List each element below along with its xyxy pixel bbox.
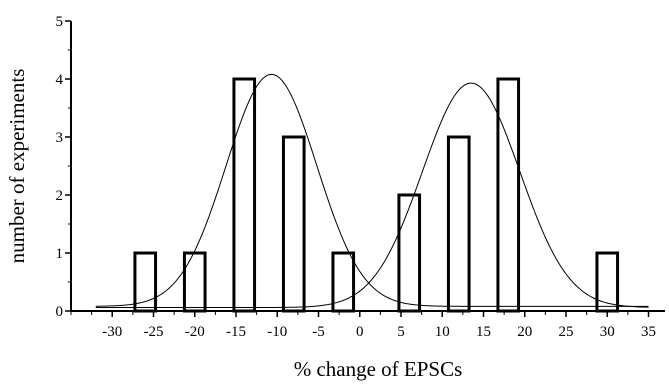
x-tick-label: -25 [144,324,164,340]
y-axis-title: number of experiments [5,69,29,264]
x-tick-label: -10 [267,324,287,340]
x-tick-label: 10 [435,324,450,340]
y-tick-label: 2 [56,188,64,204]
x-ticks: -30 -25 -20 -15 -10 -5 0 5 10 15 20 25 30 35 [70,311,656,340]
y-tick-label: 4 [56,72,64,88]
x-axis-title: % change of EPSCs [294,357,463,381]
x-tick-label: 5 [397,324,405,340]
x-tick-label: 15 [476,324,491,340]
x-tick-label: -20 [185,324,205,340]
x-tick-label: -15 [226,324,246,340]
y-tick-label: 5 [56,14,64,30]
histogram-bar [397,193,422,313]
y-tick-label: 1 [56,246,64,262]
fit-curves-layer [95,73,649,309]
x-tick-label: 0 [356,324,364,340]
histogram-bar [446,135,471,313]
x-tick-label: 35 [641,324,656,340]
y-ticks: 0 1 2 3 4 5 [56,14,71,320]
histogram-bar [133,251,158,313]
histogram-bar [281,135,306,313]
gaussian-fit-curve [95,73,649,307]
histogram-bar [182,251,207,313]
y-tick-label: 3 [56,130,64,146]
axes-layer [70,21,665,312]
x-tick-label: 25 [559,324,574,340]
gaussian-fit-curve [95,82,649,309]
histogram-bar [595,251,620,313]
x-tick-label: 30 [600,324,615,340]
x-tick-label: 20 [517,324,532,340]
bars-layer [133,77,620,313]
y-tick-label: 0 [56,304,64,320]
x-tick-label: -30 [102,324,122,340]
histogram-bar [496,77,521,313]
x-tick-label: -5 [312,324,325,340]
